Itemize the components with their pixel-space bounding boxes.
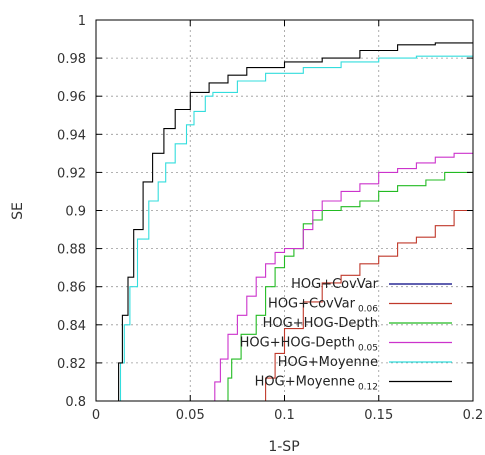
x-axis: 0 0.05 0.1 0.15 0.2 [92, 20, 483, 423]
x-tick-label: 0.2 [463, 408, 484, 423]
x-axis-label: 1-SP [268, 439, 299, 455]
y-tick-label: 0.8 [65, 395, 86, 410]
series-line-5 [118, 42, 473, 401]
y-axis: 0.8 0.82 0.84 0.86 0.88 0.9 0.92 0.94 0.96 0.98 1 [57, 14, 473, 410]
y-tick-label: 0.84 [57, 319, 86, 334]
legend-label-4: HOG+Moyenne [278, 355, 378, 370]
series-line-4 [119, 55, 473, 401]
legend-label-5: HOG+Moyenne 0.12 [255, 375, 378, 393]
y-tick-label: 0.92 [57, 166, 86, 181]
series-layer [118, 42, 473, 401]
y-tick-label: 0.88 [57, 243, 86, 258]
grid [96, 20, 473, 401]
x-tick-label: 0.1 [274, 408, 295, 423]
legend-label-1: HOG+CovVar 0.06 [268, 297, 378, 315]
x-tick-label: 0 [92, 408, 100, 423]
y-tick-label: 0.9 [65, 205, 86, 220]
series-line-2 [227, 171, 473, 401]
y-tick-label: 0.94 [57, 128, 86, 143]
y-tick-label: 0.98 [57, 52, 86, 67]
x-tick-label: 0.15 [364, 408, 393, 423]
x-tick-label: 0.05 [176, 408, 205, 423]
y-tick-label: 0.86 [57, 281, 86, 296]
legend-label-3: HOG+HOG-Depth 0.05 [240, 336, 378, 354]
y-tick-label: 0.82 [57, 357, 86, 372]
y-tick-label: 0.96 [57, 90, 86, 105]
series-line-3 [214, 152, 473, 401]
legend-label-0: HOG+CovVar [291, 277, 379, 292]
y-axis-label: SE [10, 202, 26, 220]
series-line-1 [265, 209, 473, 401]
legend-label-2: HOG+HOG-Depth [263, 316, 378, 331]
y-tick-label: 1 [78, 14, 86, 29]
